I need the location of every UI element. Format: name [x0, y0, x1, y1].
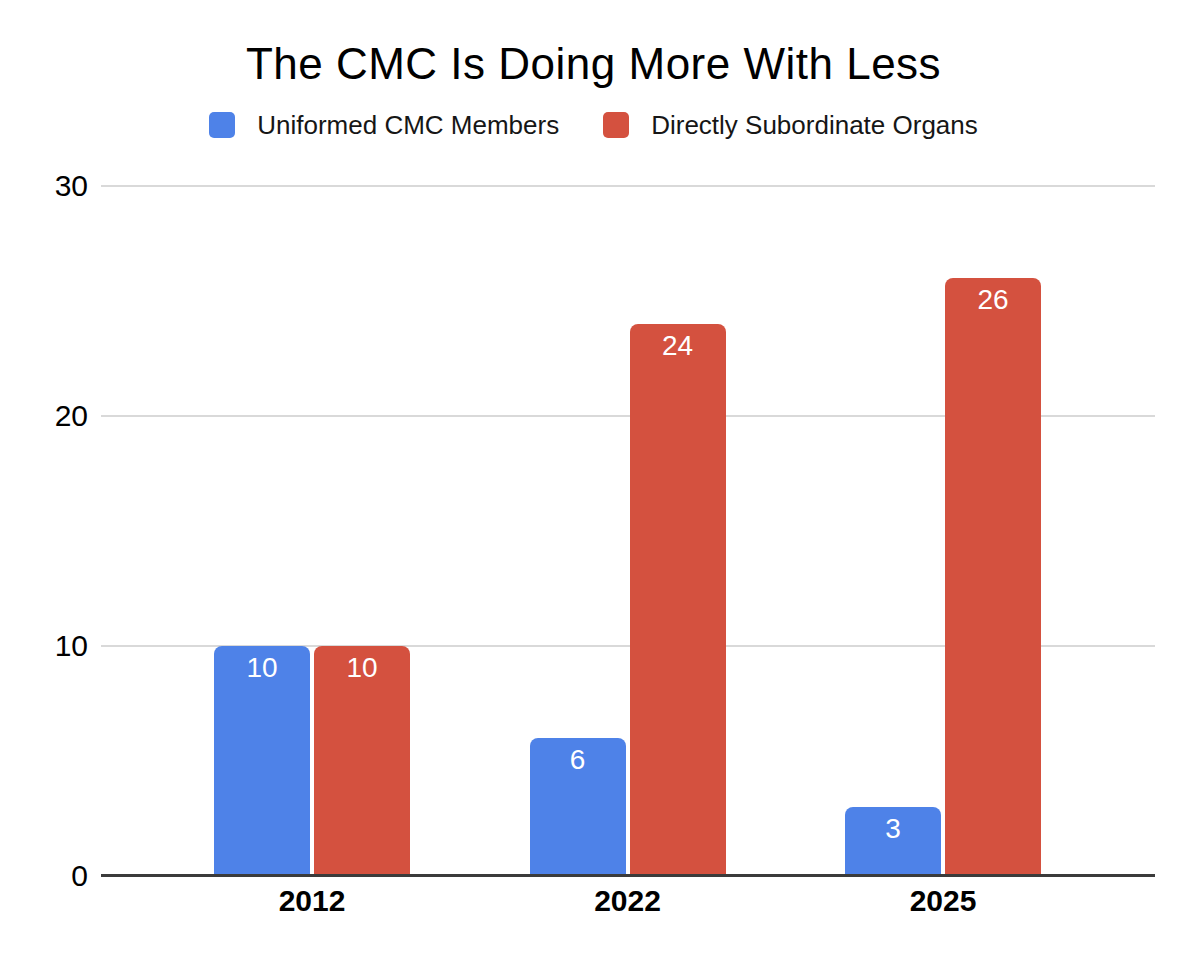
- bar: 10: [314, 646, 410, 876]
- bar-value-label: 26: [945, 284, 1041, 316]
- bar: 3: [845, 807, 941, 876]
- bar-value-label: 6: [530, 744, 626, 776]
- bar-value-label: 10: [214, 652, 310, 684]
- chart: The CMC Is Doing More With Less Uniforme…: [0, 0, 1187, 963]
- bar: 6: [530, 738, 626, 876]
- x-axis-label: 2025: [843, 884, 1043, 918]
- gridline: [101, 185, 1155, 187]
- plot-area: 01020301010201262420223262025: [0, 0, 1187, 963]
- bar-value-label: 10: [314, 652, 410, 684]
- bar: 26: [945, 278, 1041, 876]
- y-axis-label: 30: [0, 170, 88, 202]
- y-axis-label: 0: [0, 860, 88, 892]
- y-axis-label: 10: [0, 630, 88, 662]
- bar-value-label: 3: [845, 813, 941, 845]
- x-axis-label: 2012: [212, 884, 412, 918]
- bar: 10: [214, 646, 310, 876]
- bar: 24: [630, 324, 726, 876]
- y-axis-label: 20: [0, 400, 88, 432]
- x-axis-label: 2022: [528, 884, 728, 918]
- bar-value-label: 24: [630, 330, 726, 362]
- x-axis-line: [101, 874, 1155, 877]
